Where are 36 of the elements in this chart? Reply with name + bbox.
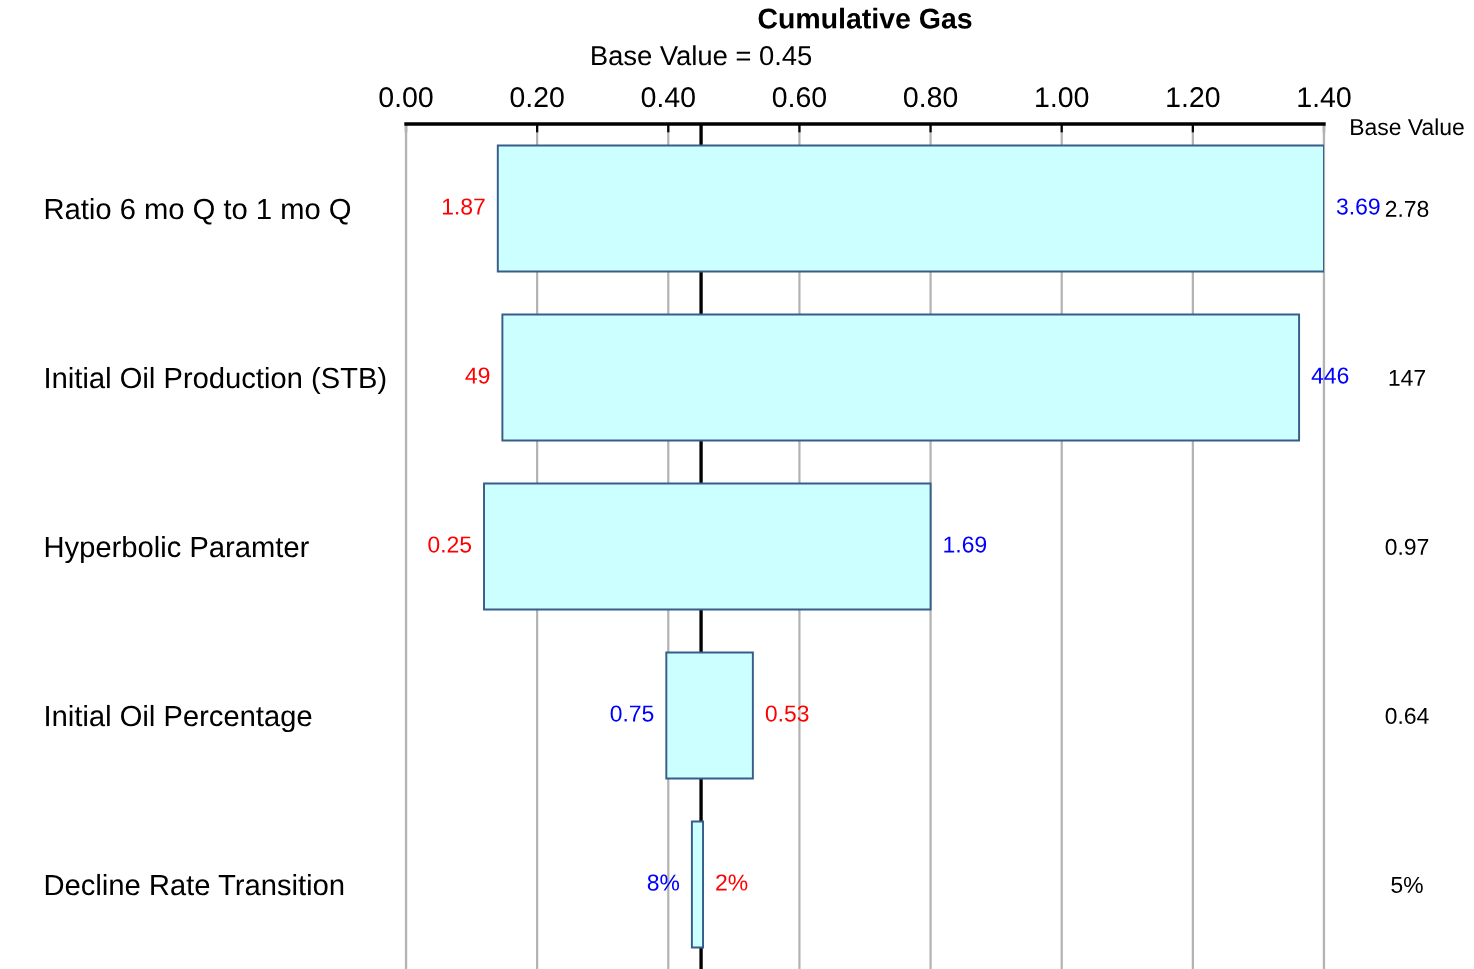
x-tick-label: 1.20 bbox=[1167, 87, 1220, 108]
annotation: 0.25 bbox=[428, 536, 472, 553]
y-tick-label: Hyperbolic Paramter bbox=[45, 535, 309, 564]
y2-tick-label: 0.97 bbox=[1385, 538, 1429, 556]
bar bbox=[483, 482, 932, 611]
annotation: 3.69 bbox=[1336, 198, 1380, 215]
chart-title: Cumulative Gas bbox=[758, 7, 972, 29]
annotation: 1.69 bbox=[944, 536, 987, 553]
y2-tick-label: 2.78 bbox=[1385, 200, 1429, 218]
annotation: 0.75 bbox=[610, 705, 654, 722]
x-tick-label: 0.40 bbox=[641, 87, 695, 108]
annotation: 2% bbox=[716, 874, 748, 891]
bar bbox=[690, 820, 705, 949]
y2-tick-label: 0.64 bbox=[1385, 707, 1429, 725]
bar bbox=[665, 651, 754, 780]
y-tick-label: Decline Rate Transition bbox=[45, 873, 344, 896]
annotation: 49 bbox=[465, 367, 490, 384]
annotation: 8% bbox=[647, 874, 680, 891]
annotation: 0.53 bbox=[765, 705, 809, 722]
y-tick-label: Initial Oil Percentage bbox=[46, 704, 312, 733]
y2-axis-title: Base Value bbox=[1351, 118, 1464, 136]
ref-line-label: Base Value = 0.45 bbox=[592, 45, 812, 66]
y-tick-label: Initial Oil Production (STB) bbox=[46, 366, 386, 395]
x-tick-label: 0.80 bbox=[903, 87, 958, 108]
bar bbox=[496, 144, 1324, 273]
y2-tick-label: 5% bbox=[1391, 876, 1423, 894]
x-tick-label: 0.20 bbox=[510, 87, 564, 108]
bar bbox=[501, 313, 1301, 442]
y2-tick-label: 147 bbox=[1389, 370, 1425, 386]
x-tick-label: 0.00 bbox=[379, 87, 433, 108]
y-tick-label: Ratio 6 mo Q to 1 mo Q bbox=[45, 197, 351, 225]
annotation: 1.87 bbox=[442, 198, 485, 215]
x-tick-label: 1.40 bbox=[1298, 87, 1351, 108]
x-tick-label: 0.60 bbox=[772, 87, 827, 108]
annotation: 446 bbox=[1311, 367, 1349, 384]
x-tick-label: 1.00 bbox=[1036, 87, 1089, 108]
